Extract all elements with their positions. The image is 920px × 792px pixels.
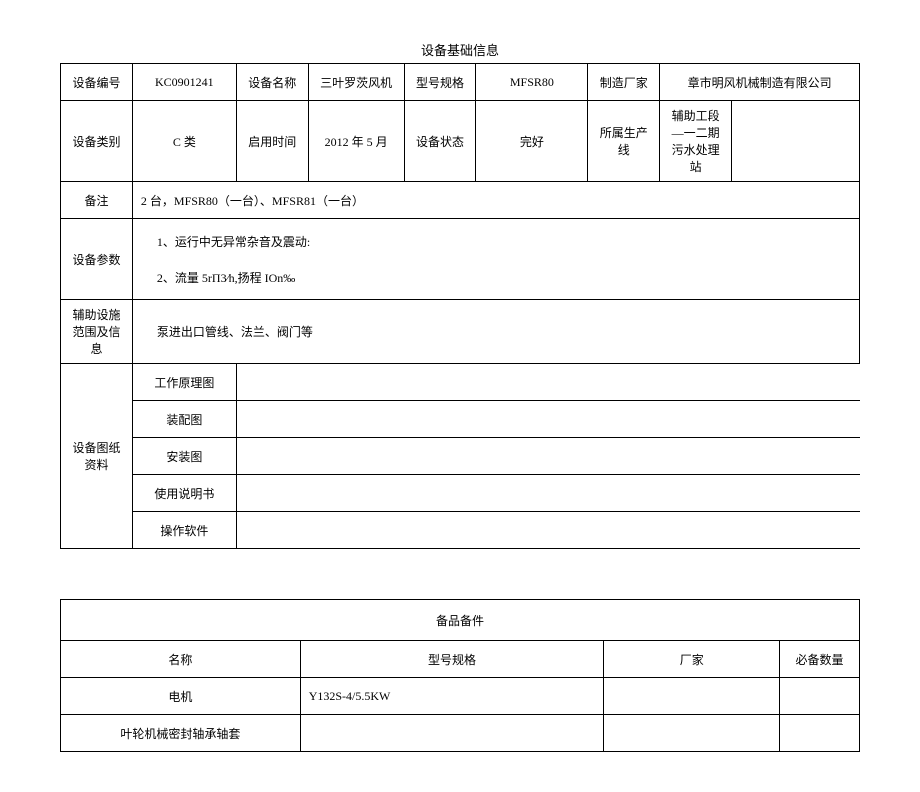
cell-label: 设备名称 bbox=[236, 64, 308, 101]
cell-value: 2012 年 5 月 bbox=[308, 101, 404, 182]
cell-value bbox=[300, 715, 604, 752]
equipment-info-table: 设备编号 KC0901241 设备名称 三叶罗茨风机 型号规格 MFSR80 制… bbox=[60, 63, 860, 549]
cell-empty bbox=[236, 401, 859, 438]
cell-label: 设备参数 bbox=[61, 219, 133, 300]
cell-value: 三叶罗茨风机 bbox=[308, 64, 404, 101]
cell-value: 2、流量 5rΠ3∕h,扬程 IOn‰ bbox=[132, 259, 859, 300]
cell-empty bbox=[236, 364, 859, 401]
header-cell: 必备数量 bbox=[780, 641, 860, 678]
cell-value: 辅助工段—一二期污水处理站 bbox=[660, 101, 732, 182]
table-row: 备注 2 台，MFSR80（一台）、MFSR81（一台） bbox=[61, 182, 860, 219]
table-row: 设备参数 1、运行中无异常杂音及震动: bbox=[61, 219, 860, 260]
cell-value: 装配图 bbox=[132, 401, 236, 438]
cell-value: 安装图 bbox=[132, 438, 236, 475]
table-row: 设备编号 KC0901241 设备名称 三叶罗茨风机 型号规格 MFSR80 制… bbox=[61, 64, 860, 101]
cell-label: 启用时间 bbox=[236, 101, 308, 182]
spare-parts-table: 备品备件 名称 型号规格 厂家 必备数量 电机 Y132S-4/5.5KW 叶轮… bbox=[60, 599, 860, 752]
cell-empty bbox=[236, 438, 859, 475]
cell-value: C 类 bbox=[132, 101, 236, 182]
cell-value: 1、运行中无异常杂音及震动: bbox=[132, 219, 859, 260]
cell-value bbox=[780, 678, 860, 715]
cell-value: 叶轮机械密封轴承轴套 bbox=[61, 715, 301, 752]
table-row: 2、流量 5rΠ3∕h,扬程 IOn‰ bbox=[61, 259, 860, 300]
table-row: 备品备件 bbox=[61, 600, 860, 641]
cell-value: 完好 bbox=[476, 101, 588, 182]
header-cell: 型号规格 bbox=[300, 641, 604, 678]
cell-label: 型号规格 bbox=[404, 64, 476, 101]
cell-value: 章市明风机械制造有限公司 bbox=[660, 64, 860, 101]
cell-value bbox=[732, 101, 860, 182]
table-row: 设备图纸资料 工作原理图 bbox=[61, 364, 860, 401]
cell-value: 操作软件 bbox=[132, 512, 236, 549]
cell-value: 工作原理图 bbox=[132, 364, 236, 401]
cell-label: 备注 bbox=[61, 182, 133, 219]
table-row: 叶轮机械密封轴承轴套 bbox=[61, 715, 860, 752]
cell-label: 辅助设施范围及信息 bbox=[61, 300, 133, 364]
cell-value: 泵进出口管线、法兰、阀门等 bbox=[132, 300, 859, 364]
cell-label: 设备状态 bbox=[404, 101, 476, 182]
cell-empty bbox=[236, 475, 859, 512]
table-row: 电机 Y132S-4/5.5KW bbox=[61, 678, 860, 715]
cell-label: 所属生产线 bbox=[588, 101, 660, 182]
cell-empty bbox=[236, 512, 859, 549]
cell-label: 制造厂家 bbox=[588, 64, 660, 101]
table-row: 辅助设施范围及信息 泵进出口管线、法兰、阀门等 bbox=[61, 300, 860, 364]
table-row: 使用说明书 bbox=[61, 475, 860, 512]
table-row: 设备类别 C 类 启用时间 2012 年 5 月 设备状态 完好 所属生产线 辅… bbox=[61, 101, 860, 182]
cell-value: Y132S-4/5.5KW bbox=[300, 678, 604, 715]
cell-label: 设备图纸资料 bbox=[61, 364, 133, 549]
cell-value bbox=[780, 715, 860, 752]
table-row: 操作软件 bbox=[61, 512, 860, 549]
header-cell: 厂家 bbox=[604, 641, 780, 678]
table1-title: 设备基础信息 bbox=[60, 40, 860, 59]
cell-value bbox=[604, 715, 780, 752]
header-cell: 名称 bbox=[61, 641, 301, 678]
cell-value: KC0901241 bbox=[132, 64, 236, 101]
table-row: 名称 型号规格 厂家 必备数量 bbox=[61, 641, 860, 678]
table2-title: 备品备件 bbox=[61, 600, 860, 641]
table-row: 安装图 bbox=[61, 438, 860, 475]
cell-value: MFSR80 bbox=[476, 64, 588, 101]
cell-label: 设备编号 bbox=[61, 64, 133, 101]
cell-label: 设备类别 bbox=[61, 101, 133, 182]
cell-value bbox=[604, 678, 780, 715]
cell-value: 2 台，MFSR80（一台）、MFSR81（一台） bbox=[132, 182, 859, 219]
cell-value: 使用说明书 bbox=[132, 475, 236, 512]
cell-value: 电机 bbox=[61, 678, 301, 715]
table-row: 装配图 bbox=[61, 401, 860, 438]
